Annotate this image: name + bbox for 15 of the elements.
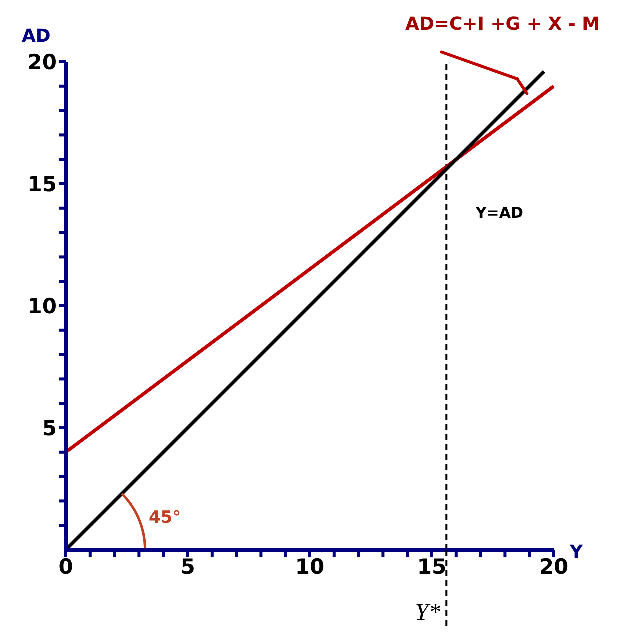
annotation: 45° [148, 508, 182, 528]
x-tick-label: 5 [180, 554, 196, 579]
text: AD=C+I +G + X - M [406, 14, 600, 35]
ref-line-label: Y* [415, 600, 441, 626]
x-tick-label: 10 [295, 554, 325, 579]
x-axis-title: Y [569, 542, 584, 563]
y-tick-label: 10 [28, 294, 57, 318]
annotation: Y=AD [474, 204, 524, 222]
x-tick-label: 0 [58, 554, 74, 579]
y-tick-label: 15 [28, 172, 57, 196]
y-tick-label: 5 [42, 416, 57, 440]
x-tick-label: 20 [539, 554, 569, 579]
x-tick-label: 15 [417, 554, 447, 579]
y-axis-title: AD [22, 26, 51, 47]
y-tick-label: 20 [28, 50, 57, 74]
